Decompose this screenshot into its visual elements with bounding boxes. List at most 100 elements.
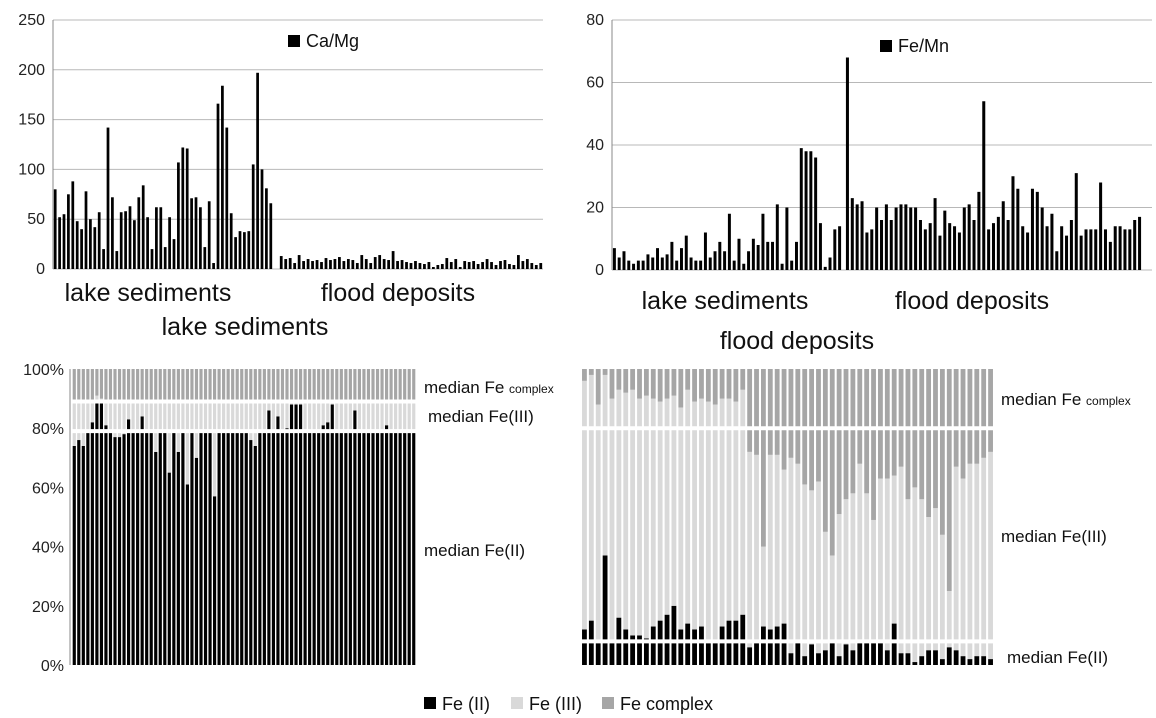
left-complex-segment xyxy=(258,369,262,402)
left-fe3-segment xyxy=(149,401,153,432)
left-complex-segment xyxy=(154,369,158,402)
fe-mn-bar xyxy=(632,263,636,270)
left-fe3-segment xyxy=(181,401,185,432)
left-fe3-segment xyxy=(321,401,325,426)
right-fe2-segment xyxy=(974,656,980,665)
left-complex-segment xyxy=(176,369,180,402)
left-fe3-segment xyxy=(231,401,235,432)
left-complex-segment xyxy=(81,369,85,402)
right-fe3-segment xyxy=(664,398,670,615)
fe-mn-bar xyxy=(870,229,874,270)
right-fe3-segment xyxy=(609,398,615,642)
left-fe3-segment xyxy=(185,401,190,485)
fe-mn-bar xyxy=(1060,226,1064,270)
left-complex-segment xyxy=(362,369,366,402)
fe-mn-bar xyxy=(1138,216,1142,270)
right-complex-segment xyxy=(816,369,821,482)
fe-mn-bar xyxy=(1118,226,1122,270)
right-fe3-segment xyxy=(740,389,746,615)
left-complex-segment xyxy=(136,369,140,402)
right-complex-segment xyxy=(967,369,973,464)
fe-mn-bar xyxy=(1103,229,1107,270)
fe-mn-bar xyxy=(694,260,698,270)
ca-mg-bar xyxy=(265,188,268,269)
fe-mn-bar xyxy=(828,257,832,270)
left-complex-segment xyxy=(99,369,104,399)
ca-mg-bar xyxy=(181,147,185,269)
right-fe3-segment xyxy=(967,463,973,660)
right-complex-segment xyxy=(692,369,697,402)
ca-mg-bar xyxy=(225,127,229,270)
right-complex-segment xyxy=(650,369,656,399)
right-fe3-segment xyxy=(767,454,773,630)
ca-mg-bar xyxy=(530,263,534,269)
right-fe2-segment xyxy=(637,635,642,665)
left-fe3-segment xyxy=(412,401,416,432)
left-complex-segment xyxy=(249,369,253,402)
left-fe3-segment xyxy=(303,401,307,432)
left-complex-segment xyxy=(104,369,108,402)
ca-mg-bar xyxy=(163,247,167,269)
left-fe3-segment xyxy=(104,401,108,426)
fe-mn-bar xyxy=(665,254,669,270)
fe-mn-bar xyxy=(703,232,707,270)
right-fe2-segment xyxy=(609,641,615,665)
right-fe3-segment xyxy=(974,463,980,657)
fe-mn-bar xyxy=(865,232,869,270)
right-fe3-segment xyxy=(712,404,718,642)
left-fe2-segment xyxy=(217,431,221,665)
right-fe3-segment xyxy=(747,451,753,648)
left-y-tick-label: 80% xyxy=(32,421,64,438)
left-fe2-segment xyxy=(81,445,85,665)
right-fe3-segment xyxy=(719,398,725,627)
right-complex-segment xyxy=(939,369,945,535)
right-fe3-segment xyxy=(898,466,904,654)
fe-mn-bar xyxy=(967,204,971,270)
right-fe2-segment xyxy=(850,650,856,665)
left-complex-segment xyxy=(113,369,117,402)
left-fe3-segment xyxy=(384,401,389,426)
fe-mn-bar xyxy=(1084,229,1088,270)
left-fe2-segment xyxy=(262,431,266,665)
fe-mn-bar xyxy=(928,223,932,270)
right-fe3-segment xyxy=(857,463,863,642)
right-fe3-segment xyxy=(650,398,656,627)
right-complex-segment xyxy=(643,369,649,396)
fe-mn-bar xyxy=(904,204,908,270)
left-fe2-segment xyxy=(117,437,122,665)
right-fe3-segment xyxy=(809,490,815,645)
ca-mg-bar xyxy=(302,261,305,269)
right-fe3-segment xyxy=(630,389,636,636)
ca-mg-bar xyxy=(467,262,471,269)
ca-mg-bar xyxy=(279,256,283,269)
right-fe2-segment xyxy=(795,641,801,665)
right-fe3-segment xyxy=(726,398,732,621)
fe-mn-bar xyxy=(646,254,650,270)
fe-mn-bar xyxy=(708,257,712,270)
left-complex-segment xyxy=(231,369,235,402)
right-complex-segment xyxy=(595,369,601,405)
fe-mn-bar xyxy=(977,191,981,270)
right-fe2-segment xyxy=(919,656,925,665)
right-complex-segment xyxy=(685,369,691,390)
ca-mg-bar xyxy=(494,265,498,269)
left-fe2-segment xyxy=(303,431,307,665)
left-fe2-segment xyxy=(267,410,271,665)
right-fe2-segment xyxy=(822,650,828,665)
left-fe2-segment xyxy=(249,440,253,665)
fe-mn-bar xyxy=(675,260,679,270)
right-fe3-segment xyxy=(657,401,663,621)
ca-mg-bar xyxy=(194,197,198,269)
ca-mg-group-label-lake: lake sediments xyxy=(65,279,232,307)
ca-mg-bar xyxy=(203,247,207,269)
left-fe2-segment xyxy=(348,431,352,665)
ca-mg-bar xyxy=(229,213,233,269)
ca-mg-bar xyxy=(445,258,449,269)
left-complex-segment xyxy=(294,369,298,402)
left-complex-segment xyxy=(371,369,375,402)
left-complex-segment xyxy=(149,369,153,402)
left-fe2-segment xyxy=(353,410,357,665)
right-annotation-fe2: median Fe(II) xyxy=(1007,648,1108,667)
right-complex-segment xyxy=(740,369,746,390)
ca-mg-bar xyxy=(333,259,337,269)
